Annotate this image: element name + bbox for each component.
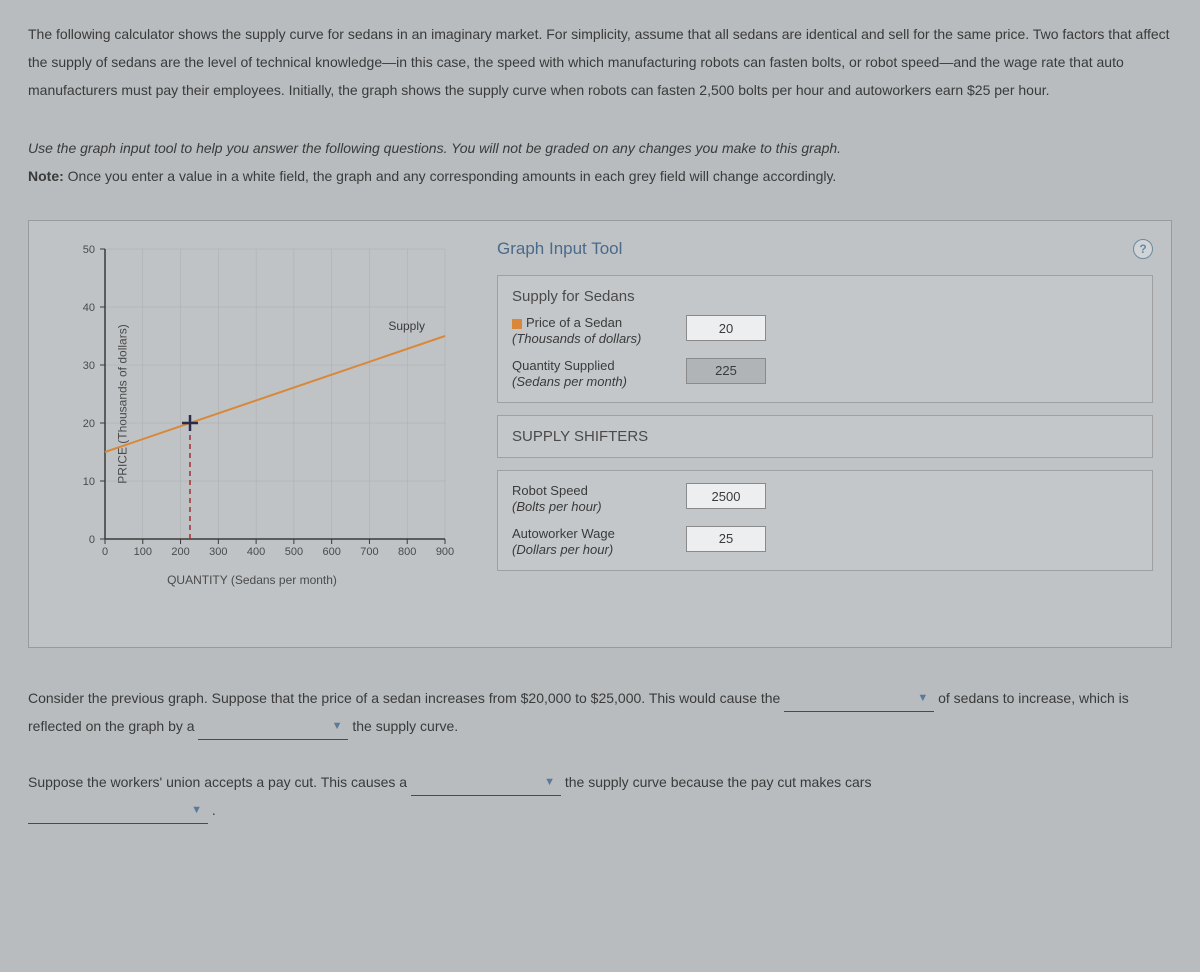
- svg-text:300: 300: [209, 546, 227, 558]
- instructions: Use the graph input tool to help you ans…: [28, 134, 1172, 190]
- svg-text:20: 20: [83, 418, 95, 430]
- graph-side: PRICE (Thousands of dollars) 01002003004…: [47, 239, 457, 587]
- qty-sub: (Sedans per month): [512, 374, 672, 390]
- price-input[interactable]: [686, 315, 766, 341]
- qty-output: 225: [686, 358, 766, 384]
- wage-row: Autoworker Wage (Dollars per hour): [512, 526, 1138, 559]
- chevron-down-icon: ▼: [332, 715, 343, 737]
- wage-label: Autoworker Wage: [512, 526, 615, 541]
- supply-group-title: Supply for Sedans: [512, 288, 1138, 305]
- price-sub: (Thousands of dollars): [512, 331, 672, 347]
- help-icon[interactable]: ?: [1133, 239, 1153, 259]
- question-block: Consider the previous graph. Suppose tha…: [28, 684, 1172, 824]
- robot-input[interactable]: [686, 483, 766, 509]
- price-input-field[interactable]: [687, 316, 765, 340]
- svg-text:100: 100: [134, 546, 152, 558]
- note-text: Once you enter a value in a white field,…: [64, 168, 837, 184]
- svg-text:Supply: Supply: [388, 319, 425, 333]
- svg-text:30: 30: [83, 360, 95, 372]
- qty-row: Quantity Supplied (Sedans per month) 225: [512, 358, 1138, 391]
- supply-group: Supply for Sedans Price of a Sedan (Thou…: [497, 275, 1153, 403]
- shifters-title-box: SUPPLY SHIFTERS: [497, 415, 1153, 458]
- q1-text-c: the supply curve.: [352, 718, 458, 734]
- svg-text:900: 900: [436, 546, 454, 558]
- shifters-group: Robot Speed (Bolts per hour) Autoworker …: [497, 470, 1153, 571]
- chevron-down-icon: ▼: [917, 687, 928, 709]
- q1-text-a: Consider the previous graph. Suppose tha…: [28, 690, 784, 706]
- svg-text:200: 200: [171, 546, 189, 558]
- q2-text-a: Suppose the workers' union accepts a pay…: [28, 774, 411, 790]
- svg-text:10: 10: [83, 476, 95, 488]
- graph-box[interactable]: PRICE (Thousands of dollars) 01002003004…: [47, 239, 457, 569]
- intro-paragraph: The following calculator shows the suppl…: [28, 20, 1172, 104]
- series-color-marker: [512, 319, 522, 329]
- q2-dropdown-2[interactable]: ▼: [28, 799, 208, 824]
- price-row: Price of a Sedan (Thousands of dollars): [512, 315, 1138, 348]
- x-axis-label: QUANTITY (Sedans per month): [47, 573, 457, 587]
- supply-chart[interactable]: 0 100 200 300 400 500 600 700 800 900 0 10 20 30 40 50 S…: [47, 239, 457, 569]
- svg-text:40: 40: [83, 302, 95, 314]
- svg-text:800: 800: [398, 546, 416, 558]
- svg-text:0: 0: [89, 534, 95, 546]
- instruction-line: Use the graph input tool to help you ans…: [28, 140, 841, 156]
- svg-text:700: 700: [360, 546, 378, 558]
- chevron-down-icon: ▼: [191, 799, 202, 821]
- robot-row: Robot Speed (Bolts per hour): [512, 483, 1138, 516]
- q2-dropdown-1[interactable]: ▼: [411, 771, 561, 796]
- chevron-down-icon: ▼: [544, 771, 555, 793]
- q1-dropdown-1[interactable]: ▼: [784, 687, 934, 712]
- tool-title: Graph Input Tool: [497, 239, 622, 259]
- svg-text:0: 0: [102, 546, 108, 558]
- robot-sub: (Bolts per hour): [512, 499, 672, 515]
- wage-input-field[interactable]: [687, 527, 765, 551]
- input-side: Graph Input Tool ? Supply for Sedans Pri…: [497, 239, 1153, 587]
- wage-input[interactable]: [686, 526, 766, 552]
- q1-dropdown-2[interactable]: ▼: [198, 715, 348, 740]
- qty-label: Quantity Supplied: [512, 358, 615, 373]
- shifters-title: SUPPLY SHIFTERS: [512, 428, 1138, 445]
- svg-text:50: 50: [83, 244, 95, 256]
- price-label: Price of a Sedan: [526, 315, 622, 330]
- svg-text:400: 400: [247, 546, 265, 558]
- robot-input-field[interactable]: [687, 484, 765, 508]
- wage-sub: (Dollars per hour): [512, 542, 672, 558]
- note-label: Note:: [28, 168, 64, 184]
- q2-text-b: the supply curve because the pay cut mak…: [565, 774, 872, 790]
- svg-text:500: 500: [285, 546, 303, 558]
- graph-tool-panel: PRICE (Thousands of dollars) 01002003004…: [28, 220, 1172, 648]
- robot-label: Robot Speed: [512, 483, 588, 498]
- svg-text:600: 600: [322, 546, 340, 558]
